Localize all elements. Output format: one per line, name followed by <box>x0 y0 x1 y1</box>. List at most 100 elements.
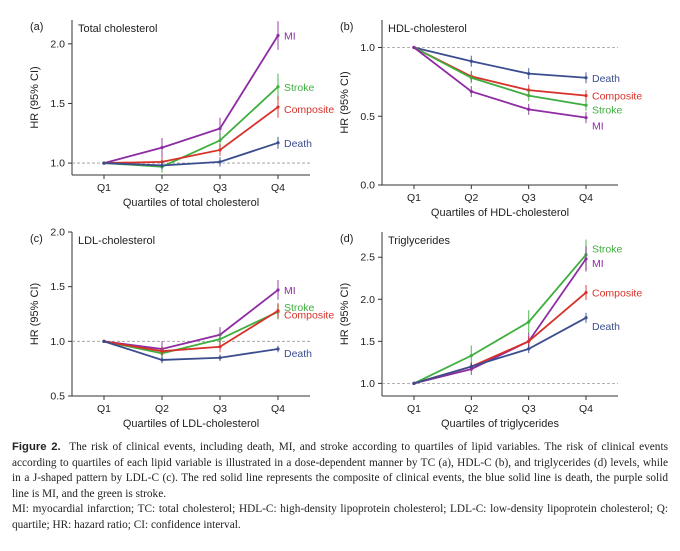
data-point <box>102 161 106 165</box>
data-point <box>527 94 531 98</box>
x-tick-label: Q2 <box>155 403 169 415</box>
chart-panel: 0.5 1.0 1.5 2.0 Q1 Q2 Q3 Q4 Quartiles of LDL-cho… <box>29 227 334 431</box>
panel-label: (d) <box>340 233 353 245</box>
data-point <box>412 381 416 385</box>
series-label: Stroke <box>284 302 315 314</box>
y-axis-label: HR (95% CI) <box>29 66 41 128</box>
panel-title: LDL-cholesterol <box>78 235 155 247</box>
data-point <box>160 349 164 353</box>
data-point <box>218 356 222 360</box>
chart-panel: 1.0 1.5 2.0 2.5 Q1 Q2 Q3 Q4 Quartiles of triglyc… <box>339 232 642 430</box>
data-point <box>527 339 531 343</box>
series-label: Composite <box>284 310 334 322</box>
data-point <box>276 33 280 38</box>
series-label: Death <box>284 348 312 360</box>
data-point <box>102 339 106 343</box>
y-tick-label: 0.5 <box>360 111 375 123</box>
panel-title: Triglycerides <box>388 235 450 247</box>
series-label: Stroke <box>284 82 315 94</box>
series-line <box>103 289 279 350</box>
y-tick-label: 1.0 <box>360 378 375 390</box>
data-point <box>469 59 473 63</box>
x-axis-label: Quartiles of HDL-cholesterol <box>431 207 569 219</box>
data-point <box>276 105 280 109</box>
series-line <box>103 106 279 164</box>
data-point <box>527 72 531 76</box>
x-tick-label: Q1 <box>407 403 421 415</box>
data-point <box>218 126 222 131</box>
data-point <box>469 89 473 94</box>
series-line <box>413 46 587 107</box>
data-point <box>527 347 531 351</box>
series-label: MI <box>284 285 296 297</box>
y-tick-label: 1.5 <box>50 281 65 293</box>
series-line <box>413 46 587 79</box>
data-point <box>469 76 473 80</box>
panel-label: (c) <box>30 233 43 245</box>
series-label: Composite <box>284 104 334 116</box>
data-point <box>469 354 473 358</box>
series-label: Composite <box>592 91 642 103</box>
data-point <box>160 358 164 362</box>
x-tick-label: Q4 <box>271 182 285 194</box>
series-label: MI <box>284 31 296 43</box>
x-axis-label: Quartiles of triglycerides <box>441 418 559 430</box>
data-point <box>218 345 222 349</box>
caption-abbreviations: MI: myocardial infarction; TC: total cho… <box>12 503 668 531</box>
y-tick-label: 2.0 <box>360 294 375 306</box>
x-tick-label: Q3 <box>213 182 227 194</box>
data-point <box>276 309 280 313</box>
x-tick-label: Q2 <box>155 182 169 194</box>
x-tick-label: Q1 <box>97 182 111 194</box>
series-line <box>103 309 279 353</box>
data-point <box>584 316 588 320</box>
chart-panel: 0.0 0.5 1.0 Q1 Q2 Q3 Q4 Quartiles of HDL-choles… <box>339 20 642 219</box>
x-tick-label: Q4 <box>271 403 285 415</box>
data-point <box>584 94 588 98</box>
data-point <box>469 364 473 369</box>
data-point <box>218 148 222 152</box>
series-label: MI <box>592 258 604 270</box>
series-label: Stroke <box>592 244 623 256</box>
caption-label: Figure 2. <box>12 441 61 453</box>
x-tick-label: Q3 <box>522 403 536 415</box>
y-tick-label: 2.0 <box>50 227 65 239</box>
x-axis-label: Quartiles of total cholesterol <box>123 197 259 209</box>
y-axis-label: HR (95% CI) <box>339 71 351 133</box>
figure-caption: Figure 2. The risk of clinical events, i… <box>12 440 668 534</box>
series-label: Stroke <box>592 104 623 116</box>
figure-charts: 1.0 1.5 2.0 Q1 Q2 Q3 Q4 Quartiles of total chol… <box>29 20 642 431</box>
series-line <box>413 258 587 385</box>
x-tick-label: Q4 <box>579 403 593 415</box>
data-point <box>276 347 280 351</box>
data-point <box>527 320 531 324</box>
data-point <box>276 141 280 145</box>
y-tick-label: 1.5 <box>50 98 65 110</box>
data-point <box>160 163 164 168</box>
y-tick-label: 1.5 <box>360 336 375 348</box>
data-point <box>412 45 416 50</box>
y-tick-label: 0.0 <box>360 180 375 192</box>
series-label: Death <box>284 138 312 150</box>
data-point <box>527 107 531 111</box>
caption-text: The risk of clinical events, including d… <box>12 441 668 500</box>
data-point <box>218 337 222 341</box>
y-axis-label: HR (95% CI) <box>339 283 351 345</box>
series-line <box>413 46 587 119</box>
x-tick-label: Q3 <box>522 192 536 204</box>
series-line <box>103 35 279 164</box>
data-point <box>584 116 588 120</box>
data-point <box>584 76 588 80</box>
x-tick-label: Q3 <box>213 403 227 415</box>
panel-title: HDL-cholesterol <box>388 23 467 35</box>
series-line <box>413 316 587 385</box>
data-point <box>584 290 588 295</box>
data-point <box>276 288 280 292</box>
y-axis-label: HR (95% CI) <box>29 283 41 345</box>
series-label: Composite <box>592 288 642 300</box>
data-point <box>160 145 164 150</box>
series-line <box>413 254 587 385</box>
y-tick-label: 1.0 <box>50 336 65 348</box>
x-tick-label: Q2 <box>464 403 478 415</box>
series-line <box>413 46 587 97</box>
